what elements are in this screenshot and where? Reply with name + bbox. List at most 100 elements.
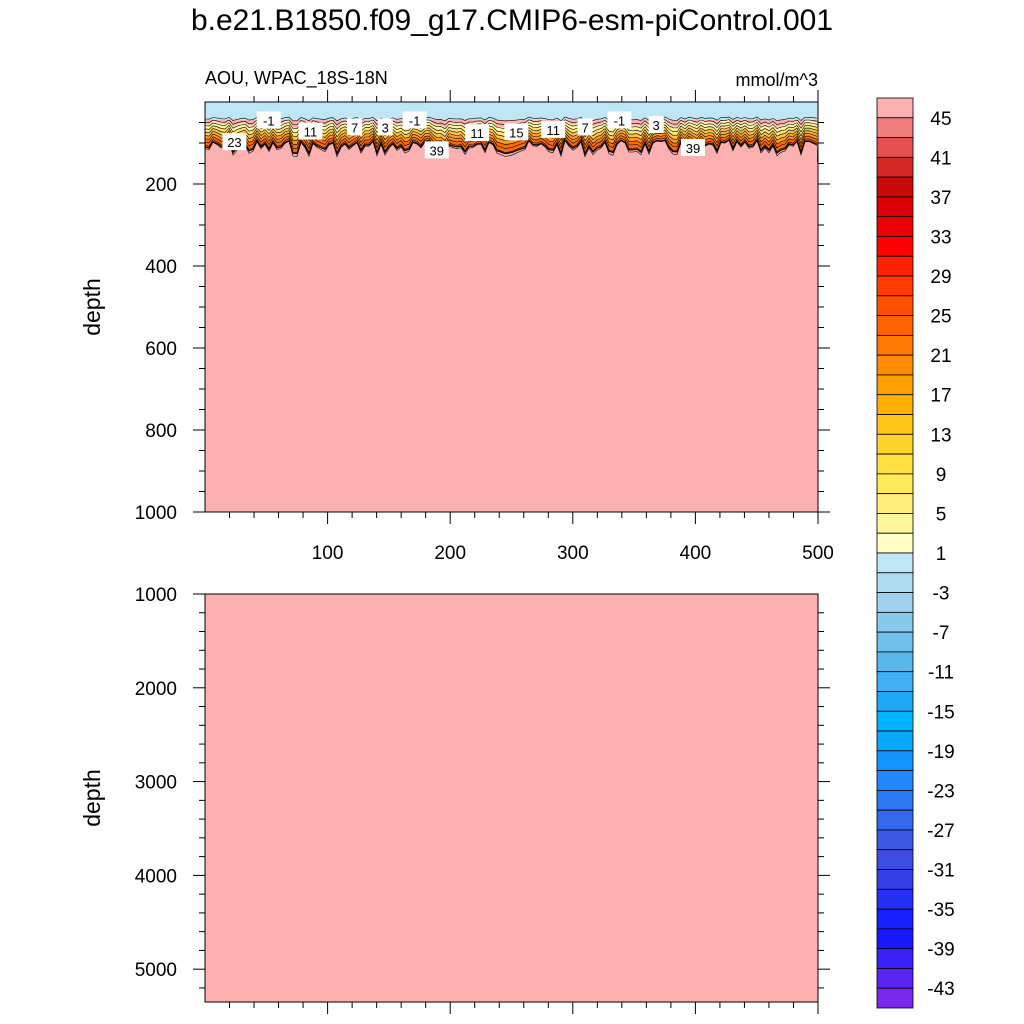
colorbar-label: 13 bbox=[930, 425, 951, 446]
colorbar-swatch bbox=[876, 117, 914, 138]
colorbar-swatch bbox=[876, 255, 914, 277]
x-tick-label: 300 bbox=[557, 543, 589, 564]
left-string: AOU, WPAC_18S-18N bbox=[205, 68, 388, 89]
colorbar-swatch bbox=[876, 453, 914, 475]
y-tick-label: 400 bbox=[145, 257, 177, 278]
contour-label: 7 bbox=[577, 118, 593, 136]
contour-label-box bbox=[256, 111, 281, 129]
contour-label-text: -1 bbox=[263, 113, 275, 128]
contour-label-text: 39 bbox=[686, 141, 700, 156]
y-tick-label: 600 bbox=[145, 339, 177, 360]
colorbar-swatch bbox=[876, 334, 914, 356]
contour-label-text: -1 bbox=[409, 113, 421, 128]
lower-panel: 1000 2000 3000 4000 5000 depth bbox=[79, 585, 830, 1014]
colorbar-swatch bbox=[876, 869, 914, 890]
colorbar-label: 37 bbox=[930, 188, 951, 209]
colorbar-label: 25 bbox=[930, 307, 951, 328]
contour-label: 15 bbox=[504, 123, 529, 141]
contour-label: 39 bbox=[424, 141, 449, 159]
contour-label-box bbox=[424, 141, 449, 159]
colorbar-swatch bbox=[876, 829, 914, 851]
contour-label: -1 bbox=[402, 111, 427, 129]
colorbar-swatch bbox=[876, 691, 914, 712]
colorbar-swatch bbox=[876, 671, 914, 692]
colorbar-label: -3 bbox=[933, 584, 950, 605]
y-tick-label: 200 bbox=[145, 175, 177, 196]
lower-fill bbox=[204, 593, 819, 1003]
colorbar-swatch bbox=[876, 888, 914, 910]
colorbar-label: -31 bbox=[927, 861, 954, 882]
colorbar-label: 33 bbox=[930, 227, 951, 248]
y-tick-label: 1000 bbox=[135, 503, 177, 524]
colorbar-swatch bbox=[876, 493, 914, 514]
x-tick-label: 200 bbox=[434, 543, 466, 564]
colorbar-swatch bbox=[876, 948, 914, 969]
colorbar-label: -7 bbox=[933, 623, 950, 644]
contour-label-box bbox=[298, 122, 323, 140]
contour-label-text: 15 bbox=[509, 125, 523, 140]
colorbar-swatch bbox=[876, 987, 914, 1009]
upper-panel: -1 23 11 7 3 -1 39 11 15 11 7 -1 3 39 100 200 300 400 500 2… bbox=[79, 90, 834, 564]
surface-layer bbox=[205, 102, 818, 120]
contour-label-text: 3 bbox=[653, 118, 660, 133]
colorbar-swatch bbox=[876, 295, 914, 317]
colorbar-label: 41 bbox=[930, 148, 951, 169]
colorbar-swatch bbox=[876, 552, 914, 574]
contour-label: 11 bbox=[465, 124, 490, 142]
colorbar-swatch bbox=[876, 156, 914, 178]
colorbar-swatch bbox=[876, 651, 914, 673]
contour-label-box bbox=[402, 111, 427, 129]
colorbar-swatch bbox=[876, 750, 914, 772]
contour-label: -1 bbox=[256, 111, 281, 129]
colorbar-swatch bbox=[876, 770, 914, 791]
colorbar-label: 21 bbox=[930, 346, 951, 367]
x-tick-label: 400 bbox=[680, 543, 712, 564]
contour-label-box bbox=[577, 118, 593, 136]
contour-label: 11 bbox=[298, 122, 323, 140]
colorbar-swatch bbox=[876, 473, 914, 495]
contour-label-text: 39 bbox=[429, 143, 443, 158]
contour-label-text: 23 bbox=[227, 135, 241, 150]
colorbar-swatch bbox=[876, 611, 914, 633]
contour-label-box bbox=[222, 133, 247, 151]
colorbar-swatch bbox=[876, 572, 914, 593]
chart-title: b.e21.B1850.f09_g17.CMIP6-esm-piControl.… bbox=[190, 4, 834, 37]
colorbar-swatch bbox=[876, 374, 914, 396]
colorbar-swatch bbox=[876, 849, 914, 870]
contour-label: 3 bbox=[648, 115, 664, 133]
y-tick-label: 5000 bbox=[135, 960, 177, 981]
colorbar-label: -19 bbox=[927, 742, 954, 763]
y-axis-label: depth bbox=[79, 278, 105, 336]
colorbar-swatch bbox=[876, 513, 914, 534]
contour-line bbox=[205, 132, 818, 146]
contour-label-text: 7 bbox=[581, 120, 588, 135]
colorbar-label: 1 bbox=[936, 544, 947, 565]
right-string: mmol/m^3 bbox=[736, 70, 818, 90]
contour-line bbox=[205, 137, 818, 154]
y-tick-label: 4000 bbox=[135, 866, 177, 887]
contour-label-text: 11 bbox=[546, 123, 560, 138]
y-axis-label: depth bbox=[79, 769, 105, 827]
deep-fill bbox=[205, 140, 818, 512]
y-tick-label: 1000 bbox=[135, 585, 177, 606]
contour-label: 7 bbox=[347, 118, 363, 136]
contour-label-box bbox=[541, 120, 566, 138]
colorbar: 45 41 37 33 29 25 21 17 13 9 5 1 -3 -7 -11 -15 -19 -23 -27… bbox=[876, 97, 955, 1009]
contour-label-text: 11 bbox=[470, 126, 484, 141]
colorbar-label: 17 bbox=[930, 386, 951, 407]
contour-label: 23 bbox=[222, 133, 247, 151]
x-tick-label: 500 bbox=[802, 543, 834, 564]
colorbar-label: -11 bbox=[928, 663, 954, 684]
contour-label-box bbox=[465, 124, 490, 142]
colorbar-label: -15 bbox=[927, 702, 954, 723]
colorbar-swatch bbox=[876, 394, 914, 415]
contour-line bbox=[205, 139, 818, 158]
colorbar-swatch bbox=[876, 137, 914, 158]
colorbar-swatch bbox=[876, 592, 914, 613]
colorbar-swatch bbox=[876, 968, 914, 989]
x-tick-label: 100 bbox=[312, 543, 344, 564]
colorbar-swatch bbox=[876, 236, 914, 257]
contour-line bbox=[205, 116, 818, 122]
contour-label: 39 bbox=[680, 138, 705, 156]
